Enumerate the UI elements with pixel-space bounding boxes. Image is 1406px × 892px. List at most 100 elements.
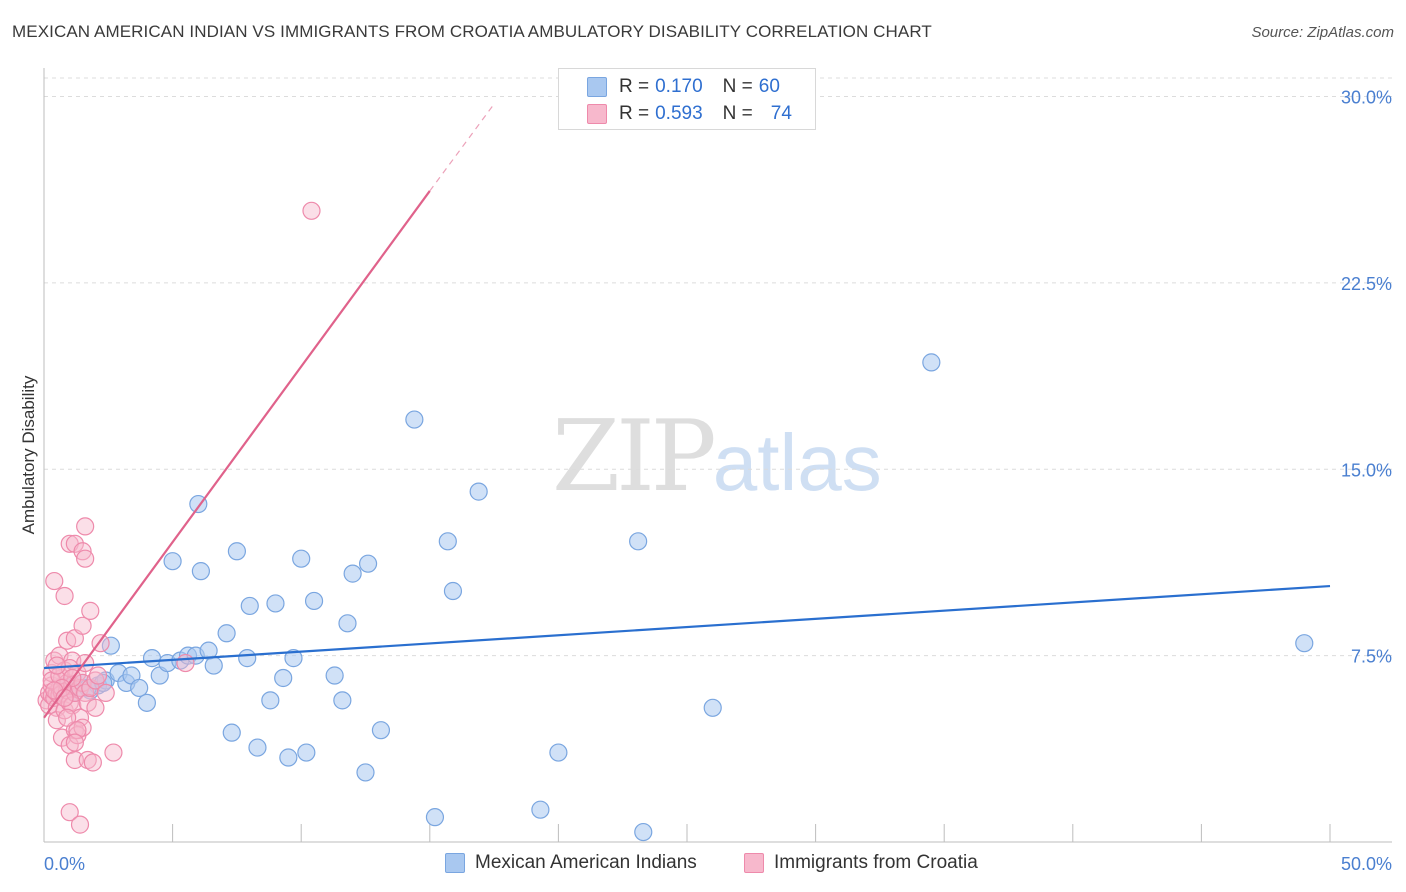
- watermark-atlas: atlas: [712, 418, 882, 507]
- data-point-blue: [405, 410, 424, 429]
- series-legend-swatch-blue: [445, 853, 465, 873]
- data-point-pink: [76, 517, 95, 536]
- data-point-pink: [302, 201, 321, 220]
- series-legend-swatch-pink: [744, 853, 764, 873]
- data-point-blue: [274, 668, 293, 688]
- data-point-blue: [629, 532, 648, 551]
- data-point-pink: [47, 656, 66, 675]
- data-point-pink: [81, 601, 100, 620]
- data-point-pink: [45, 571, 64, 591]
- data-point-blue: [292, 549, 311, 568]
- series-legend-item-mexican-american-indians[interactable]: Mexican American Indians: [445, 852, 697, 874]
- tick-labels: 7.5% 15.0% 22.5% 30.0% 0.0% 50.0%: [44, 88, 1392, 875]
- data-point-pink: [70, 678, 90, 698]
- data-point-blue: [443, 581, 463, 601]
- legend-n-value: 74: [770, 103, 792, 124]
- data-point-blue: [279, 748, 298, 767]
- data-point-pink: [86, 671, 105, 690]
- legend-r-value: 0.170: [655, 76, 703, 97]
- data-point-blue: [240, 596, 259, 616]
- data-point-blue: [142, 649, 162, 668]
- legend-n-value: 60: [758, 76, 780, 97]
- trend-lines: [43, 103, 1331, 719]
- data-point-blue: [261, 691, 280, 710]
- legend-swatch-blue: [587, 77, 607, 97]
- data-point-blue: [425, 808, 445, 827]
- x-tick-label: 50.0%: [1341, 854, 1392, 874]
- axes: [43, 68, 1392, 843]
- legend-r-label: R =: [619, 76, 650, 97]
- legend-row-blue: R = 0.170 N = 60: [587, 75, 780, 99]
- data-point-blue: [227, 542, 246, 561]
- data-point-blue: [217, 624, 236, 643]
- data-point-pink: [60, 803, 79, 822]
- data-point-blue: [304, 591, 324, 611]
- data-point-blue: [222, 723, 241, 742]
- data-point-blue: [358, 554, 378, 573]
- y-tick-label: 22.5%: [1341, 274, 1392, 294]
- data-point-blue: [634, 822, 653, 842]
- chart-title: MEXICAN AMERICAN INDIAN VS IMMIGRANTS FR…: [12, 22, 932, 41]
- data-point-pink: [73, 616, 92, 635]
- data-point-pink: [58, 708, 77, 727]
- data-point-blue: [238, 649, 257, 668]
- data-point-blue: [248, 738, 267, 757]
- data-point-blue: [343, 564, 362, 583]
- y-tick-label: 15.0%: [1341, 460, 1392, 480]
- data-point-blue: [356, 763, 375, 782]
- data-point-pink: [65, 534, 84, 553]
- legend-n-label: N =: [722, 103, 753, 124]
- data-point-blue: [371, 721, 391, 740]
- data-point-blue: [325, 666, 344, 685]
- series-immigrants-from-croatia: [37, 201, 321, 834]
- data-point-blue: [338, 614, 357, 633]
- data-point-blue: [549, 743, 568, 762]
- trend-line-pink: [43, 190, 431, 719]
- series-legend-label: Immigrants from Croatia: [774, 852, 978, 873]
- data-point-blue: [703, 698, 722, 717]
- data-point-pink: [83, 753, 102, 772]
- data-point-blue: [284, 649, 303, 668]
- data-point-blue: [130, 678, 149, 698]
- trend-line-blue: [43, 584, 1331, 670]
- data-point-blue: [333, 691, 352, 710]
- data-point-pink: [76, 549, 95, 568]
- y-axis-title: Ambulatory Disability: [19, 375, 38, 534]
- data-point-pink: [65, 733, 84, 752]
- data-point-blue: [297, 743, 316, 762]
- data-point-blue: [922, 353, 941, 372]
- data-point-blue: [163, 552, 182, 571]
- series-legend-label: Mexican American Indians: [475, 852, 697, 873]
- data-point-blue: [1295, 634, 1314, 653]
- data-point-blue: [531, 800, 550, 819]
- grid-lines: [44, 77, 1392, 657]
- y-tick-label: 7.5%: [1351, 647, 1392, 667]
- legend-r-value: 0.593: [655, 103, 703, 124]
- data-point-pink: [104, 743, 123, 762]
- data-point-pink: [96, 683, 115, 703]
- x-tick-label: 0.0%: [44, 854, 85, 874]
- data-point-blue: [438, 532, 457, 551]
- watermark: ZIPatlas: [552, 400, 882, 514]
- data-point-pink: [60, 693, 79, 712]
- series-mexican-american-indians: [50, 353, 1314, 842]
- data-point-pink: [88, 666, 108, 685]
- legend-r-label: R =: [619, 103, 650, 124]
- series-legend: Mexican American Indians Immigrants from…: [0, 852, 1406, 878]
- data-point-pink: [70, 815, 90, 834]
- data-point-blue: [204, 656, 223, 675]
- data-point-pink: [86, 698, 105, 717]
- data-point-pink: [73, 542, 92, 561]
- y-tick-label: 30.0%: [1341, 88, 1392, 108]
- legend-row-pink: R = 0.593 N = 74: [587, 102, 792, 126]
- data-point-blue: [137, 693, 156, 712]
- trend-line-pink-extension: [429, 103, 495, 192]
- source-credit: Source: ZipAtlas.com: [1251, 24, 1394, 41]
- data-point-blue: [191, 562, 210, 581]
- legend-n-label: N =: [722, 76, 753, 97]
- stats-legend: R = 0.170 N = 60 R = 0.593 N = 74: [558, 68, 816, 130]
- data-point-blue: [266, 594, 285, 613]
- series-legend-item-immigrants-from-croatia[interactable]: Immigrants from Croatia: [744, 852, 978, 874]
- legend-swatch-pink: [587, 104, 607, 124]
